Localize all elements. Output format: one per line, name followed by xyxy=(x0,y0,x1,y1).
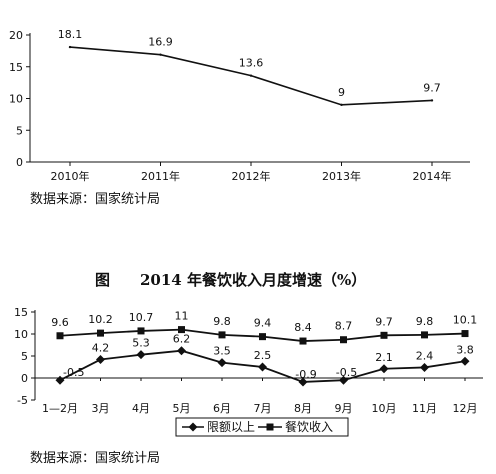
source-note: 数据来源：国家统计局 xyxy=(30,191,160,207)
annual-growth-chart: 0 5 10 15 20 2010年 2011年 2012年 2013年 2014年 18.1 16.… xyxy=(9,28,470,207)
data-label: 16.9 xyxy=(148,36,173,49)
x-tick-label: 2010年 xyxy=(51,169,90,183)
diamond-marker xyxy=(258,362,267,372)
y-tick-label: 15 xyxy=(9,61,23,74)
x-tick-label: 8月 xyxy=(294,402,312,415)
diamond-marker xyxy=(136,350,146,360)
square-marker xyxy=(299,337,307,345)
data-label: 3.8 xyxy=(456,343,474,356)
y-tick-label: 0 xyxy=(16,156,23,169)
diamond-marker xyxy=(420,362,429,372)
data-label: 2.5 xyxy=(254,349,272,362)
data-label: -0.5 xyxy=(63,366,84,379)
diamond-marker xyxy=(298,377,308,387)
data-label: 5.3 xyxy=(132,337,150,350)
legend-diamond-marker xyxy=(188,422,198,432)
x-tick-label: 5月 xyxy=(173,402,191,415)
y-tick-label: 0 xyxy=(21,372,28,385)
x-tick-label: 3月 xyxy=(92,402,110,415)
legend-square-marker xyxy=(266,423,274,431)
data-label: 10.7 xyxy=(129,311,154,324)
x-tick-label: 9月 xyxy=(335,402,353,415)
data-label: 9.8 xyxy=(416,315,434,328)
y-tick-label: 15 xyxy=(14,306,28,319)
x-tick-label: 10月 xyxy=(372,402,397,415)
data-label: 9.6 xyxy=(51,316,69,329)
data-label: -0.5 xyxy=(336,366,357,379)
legend-label-2: 餐饮收入 xyxy=(285,419,333,434)
y-tick-label: 5 xyxy=(16,124,23,137)
y-tick-label: 10 xyxy=(14,328,28,341)
chart-title: 2014 年餐饮收入月度增速（%） xyxy=(140,271,366,289)
x-tick-label: 2014年 xyxy=(413,169,452,183)
square-marker xyxy=(137,327,145,335)
y-tick-label: -5 xyxy=(17,394,28,407)
figure-prefix: 图 xyxy=(95,271,110,289)
data-label: 9.8 xyxy=(213,315,231,328)
square-marker xyxy=(461,330,469,338)
square-marker xyxy=(97,329,104,337)
data-label: 4.2 xyxy=(92,342,110,355)
diamond-marker xyxy=(339,375,348,385)
legend-label-1: 限额以上 xyxy=(207,420,255,434)
x-tick-label: 2013年 xyxy=(322,169,361,183)
diamond-marker xyxy=(460,356,470,366)
x-tick-label: 4月 xyxy=(132,402,150,415)
x-tick-label: 2011年 xyxy=(141,169,180,183)
square-marker xyxy=(340,336,347,344)
square-marker xyxy=(178,326,185,334)
data-label: 8.7 xyxy=(335,320,353,333)
square-marker xyxy=(218,331,226,339)
data-point xyxy=(340,103,343,107)
data-label: -0.9 xyxy=(295,368,316,381)
source-note: 数据来源：国家统计局 xyxy=(30,450,160,466)
x-tick-label: 7月 xyxy=(254,402,272,415)
data-label: 18.1 xyxy=(58,28,83,41)
y-tick-label: 20 xyxy=(9,29,23,42)
data-label: 6.2 xyxy=(173,333,191,346)
data-label: 11 xyxy=(175,310,189,323)
x-tick-label: 12月 xyxy=(453,402,478,415)
diamond-marker xyxy=(217,358,227,368)
x-tick-label: 11月 xyxy=(412,402,437,415)
data-point xyxy=(249,74,253,77)
data-label: 9 xyxy=(338,86,345,99)
data-label: 2.4 xyxy=(416,349,434,362)
data-label: 9.4 xyxy=(254,317,272,330)
y-tick-label: 5 xyxy=(21,350,28,363)
data-label: 9.7 xyxy=(423,81,441,94)
data-point xyxy=(430,99,434,102)
data-label: 3.5 xyxy=(213,345,231,358)
square-marker xyxy=(421,331,428,339)
data-point xyxy=(68,45,72,49)
square-marker xyxy=(259,333,266,341)
data-label: 13.6 xyxy=(239,57,264,70)
data-label: 10.2 xyxy=(88,313,113,326)
square-marker xyxy=(56,332,64,340)
x-tick-label: 2012年 xyxy=(232,169,271,183)
diamond-marker xyxy=(379,364,389,374)
data-label: 10.1 xyxy=(453,314,478,327)
x-tick-label: 1—2月 xyxy=(42,402,78,415)
data-label: 2.1 xyxy=(375,351,393,364)
y-tick-label: 10 xyxy=(9,93,23,106)
diamond-marker xyxy=(96,355,105,365)
x-tick-label: 6月 xyxy=(213,402,231,415)
data-label: 9.7 xyxy=(375,315,393,328)
data-point xyxy=(159,53,162,56)
legend: 限额以上 餐饮收入 xyxy=(175,417,349,437)
diamond-marker xyxy=(177,346,186,356)
square-marker xyxy=(380,331,388,339)
diamond-marker xyxy=(55,375,65,385)
data-label: 8.4 xyxy=(294,321,312,334)
